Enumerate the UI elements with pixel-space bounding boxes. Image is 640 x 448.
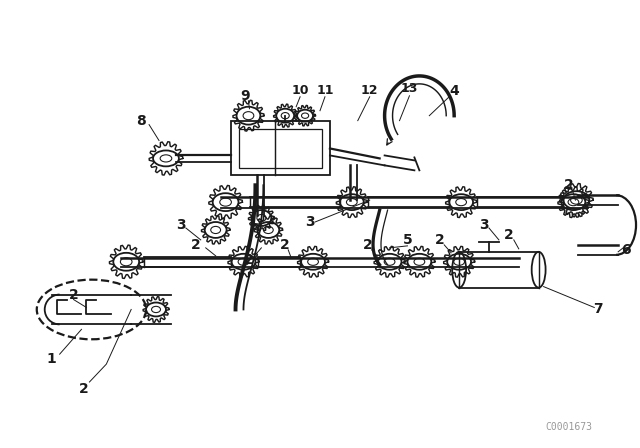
Text: 2: 2 <box>191 238 201 252</box>
Text: 9: 9 <box>241 89 250 103</box>
Text: 10: 10 <box>291 84 309 97</box>
Text: 6: 6 <box>621 243 631 257</box>
Text: 13: 13 <box>401 82 418 95</box>
Text: 8: 8 <box>136 114 146 128</box>
Text: 3: 3 <box>305 215 315 229</box>
Text: 2: 2 <box>504 228 514 242</box>
Text: C0001673: C0001673 <box>545 422 592 432</box>
Text: 2: 2 <box>68 288 79 302</box>
Text: 4: 4 <box>449 84 459 98</box>
Text: 2: 2 <box>435 233 444 247</box>
Text: 3: 3 <box>479 218 489 232</box>
Text: 3: 3 <box>176 218 186 232</box>
Text: 1: 1 <box>47 352 56 366</box>
Text: 12: 12 <box>361 84 378 97</box>
Text: 2: 2 <box>564 178 573 192</box>
Text: 2: 2 <box>244 253 253 267</box>
Text: 7: 7 <box>593 302 603 316</box>
Text: 2: 2 <box>363 238 372 252</box>
Text: 5: 5 <box>403 233 412 247</box>
Text: 2: 2 <box>79 382 88 396</box>
Text: 11: 11 <box>316 84 333 97</box>
Text: 2: 2 <box>280 238 290 252</box>
